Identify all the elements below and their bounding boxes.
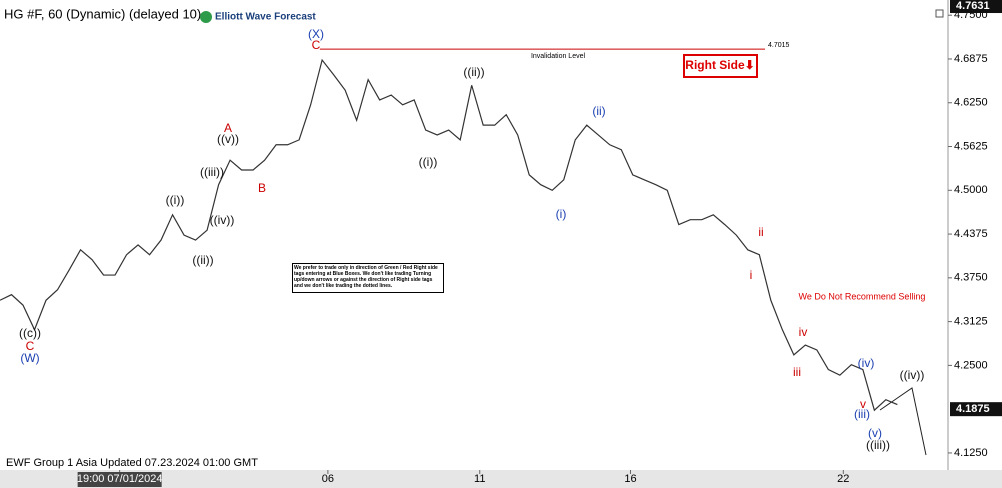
wave-label: (W) — [20, 351, 39, 365]
wave-label: ((i)) — [166, 193, 185, 207]
price-marker-label: 4.1875 — [956, 403, 990, 415]
wave-label: (iv) — [858, 356, 875, 370]
invalidation-price: 4.7015 — [768, 42, 790, 49]
trading-note: We prefer to trade only in direction of … — [292, 263, 444, 293]
x-tick-label: 22 — [837, 473, 849, 485]
brand: Elliott Wave Forecast — [215, 12, 316, 23]
price-marker-label: 4.7631 — [956, 0, 990, 12]
wave-label: C — [312, 38, 321, 52]
wave-label: B — [258, 181, 266, 195]
wave-label: (v) — [868, 426, 882, 440]
y-tick-label: 4.3750 — [954, 272, 988, 284]
wave-label: iv — [799, 325, 808, 339]
y-tick-label: 4.6875 — [954, 53, 988, 65]
y-tick-label: 4.1250 — [954, 447, 988, 459]
wave-label: i — [750, 268, 753, 282]
wave-label: ((i)) — [419, 155, 438, 169]
warning: We Do Not Recommend Selling — [799, 291, 926, 301]
wave-label: ((iv)) — [210, 213, 235, 227]
settings-icon — [935, 9, 944, 18]
invalidation-label: Invalidation Level — [531, 53, 586, 60]
price-line — [0, 58, 898, 412]
wave-label: A — [224, 121, 232, 135]
y-tick-label: 4.3125 — [954, 316, 988, 328]
x-tick-highlight — [77, 472, 162, 487]
wave-label: iii — [793, 365, 801, 379]
wave-label: ((iv)) — [900, 368, 925, 382]
wave-label: C — [26, 339, 35, 353]
y-tick-label: 4.7500 — [954, 9, 988, 21]
wave-label: (iii) — [854, 407, 870, 421]
y-tick-label: 4.6250 — [954, 97, 988, 109]
brand-logo — [200, 11, 212, 23]
y-tick-label: 4.4375 — [954, 228, 988, 240]
footer: EWF Group 1 Asia Updated 07.23.2024 01:0… — [6, 457, 258, 469]
wave-label: v — [860, 397, 866, 411]
wave-label: ((c)) — [19, 326, 41, 340]
price-marker — [950, 402, 1002, 417]
wave-label: (ii) — [592, 104, 605, 118]
wave-label: (i) — [556, 207, 567, 221]
time-axis-band — [0, 470, 1002, 488]
right-side-box — [683, 54, 758, 78]
wave-label: ((ii)) — [463, 65, 484, 79]
y-tick-label: 4.5625 — [954, 140, 988, 152]
price-marker — [950, 0, 1002, 14]
projection-path — [879, 387, 927, 456]
x-tick-label: 11 — [474, 473, 485, 485]
wave-label: ((ii)) — [192, 253, 213, 267]
x-tick-label: 06 — [322, 473, 334, 485]
x-tick-label: 19:00 07/01/2024 — [77, 473, 163, 485]
wave-label: ((iii)) — [200, 165, 224, 179]
y-tick-label: 4.5000 — [954, 184, 988, 196]
wave-label: ((v)) — [217, 132, 239, 146]
y-tick-label: 4.2500 — [954, 359, 988, 371]
wave-label: ii — [758, 225, 763, 239]
x-tick-label: 16 — [624, 473, 636, 485]
wave-label: ((iii)) — [866, 438, 890, 452]
chart-title: HG #F, 60 (Dynamic) (delayed 10) — [4, 6, 201, 21]
wave-label: (X) — [308, 27, 324, 41]
right-side-tag: Right Side⬇ — [685, 58, 754, 72]
